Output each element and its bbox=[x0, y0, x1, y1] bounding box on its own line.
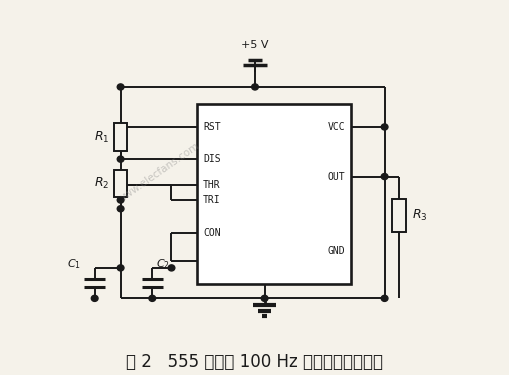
Circle shape bbox=[117, 265, 124, 271]
Circle shape bbox=[381, 174, 387, 180]
Bar bbox=[114, 123, 127, 152]
Bar bbox=[391, 199, 405, 232]
Circle shape bbox=[91, 295, 98, 302]
Text: RST: RST bbox=[203, 122, 220, 132]
Text: DIS: DIS bbox=[203, 154, 220, 164]
Text: VCC: VCC bbox=[327, 122, 345, 132]
Circle shape bbox=[117, 84, 124, 90]
Text: $R_3$: $R_3$ bbox=[412, 208, 427, 223]
Circle shape bbox=[117, 206, 124, 212]
Text: $C_1$: $C_1$ bbox=[67, 257, 81, 271]
Circle shape bbox=[117, 156, 124, 162]
Bar bbox=[197, 104, 350, 284]
Circle shape bbox=[149, 295, 155, 302]
Circle shape bbox=[251, 84, 258, 90]
Bar bbox=[114, 170, 127, 197]
Text: CON: CON bbox=[203, 228, 220, 238]
Text: 图 2   555 构成的 100 Hz 多谐振荡器原理图: 图 2 555 构成的 100 Hz 多谐振荡器原理图 bbox=[126, 353, 383, 371]
Text: www.elecfans.com: www.elecfans.com bbox=[116, 140, 201, 204]
Text: TRI: TRI bbox=[203, 195, 220, 205]
Circle shape bbox=[117, 197, 124, 203]
Circle shape bbox=[381, 124, 387, 130]
Circle shape bbox=[261, 295, 267, 302]
Text: OUT: OUT bbox=[327, 171, 345, 182]
Text: +5 V: +5 V bbox=[241, 39, 268, 50]
Text: $C_2$: $C_2$ bbox=[156, 257, 169, 271]
Text: GND: GND bbox=[327, 246, 345, 255]
Text: $R_2$: $R_2$ bbox=[94, 176, 109, 191]
Circle shape bbox=[168, 265, 175, 271]
Circle shape bbox=[381, 295, 387, 302]
Text: $R_1$: $R_1$ bbox=[94, 130, 109, 145]
Text: THR: THR bbox=[203, 180, 220, 190]
